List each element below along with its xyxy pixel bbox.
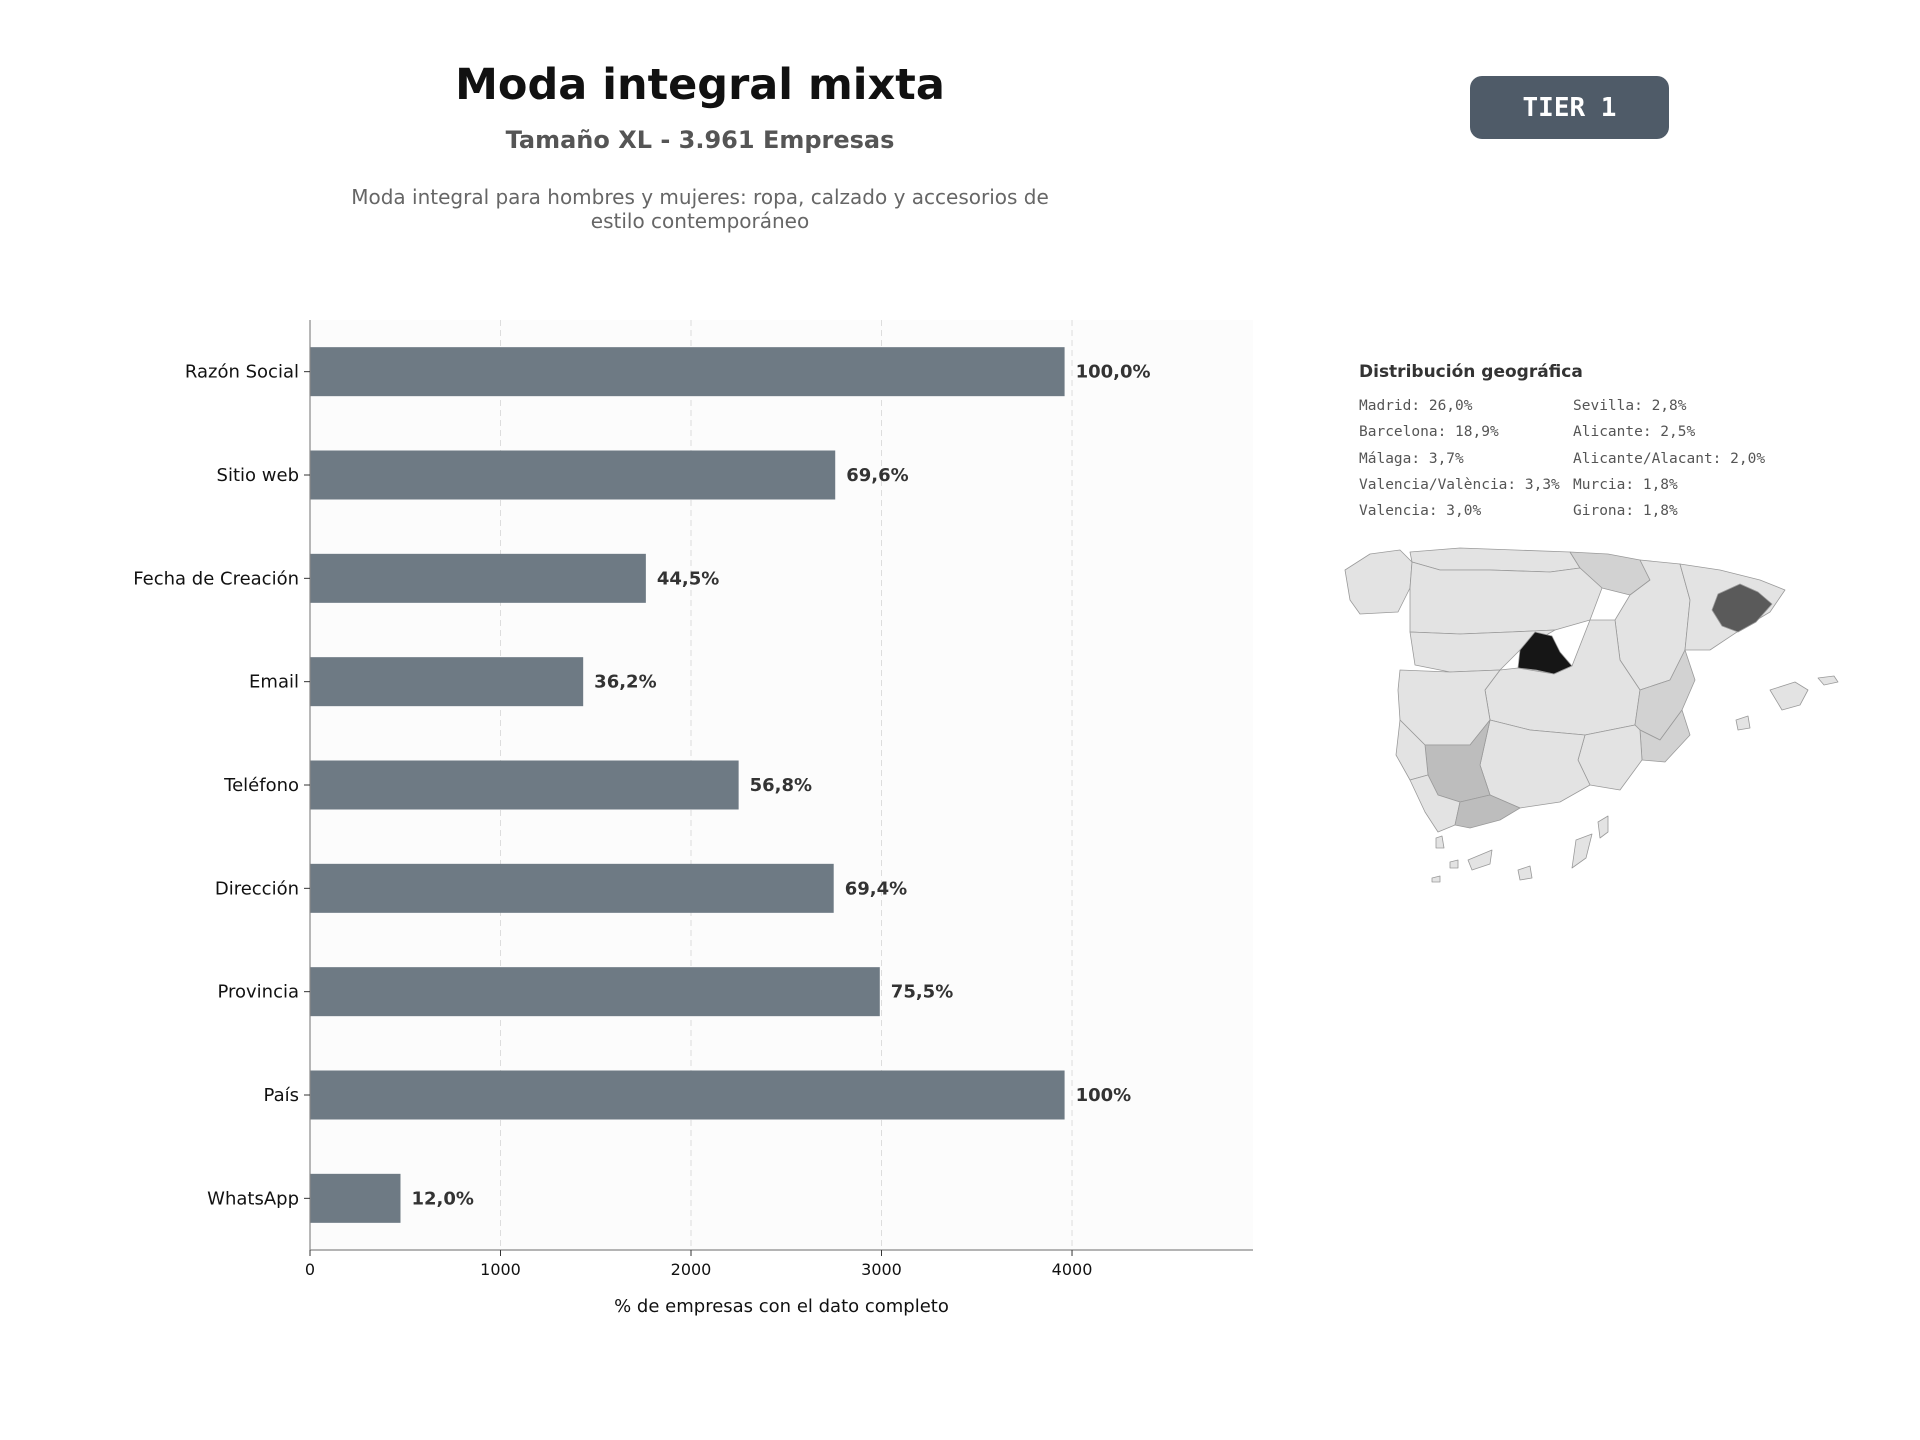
x-tick-label: 2000 [671, 1260, 712, 1279]
geo-item: Valencia/València: 3,3% [1359, 476, 1560, 493]
map-region-la-palma [1435, 835, 1445, 849]
y-tick-label: Teléfono [223, 775, 299, 796]
bar [310, 760, 739, 810]
map-region-mallorca [1769, 681, 1809, 711]
map-region-gomera [1449, 859, 1459, 869]
geo-item: Alicante: 2,5% [1573, 424, 1696, 441]
bar [310, 863, 834, 913]
y-tick-label: País [264, 1085, 299, 1106]
bar [310, 347, 1065, 397]
geo-item: Barcelona: 18,9% [1359, 424, 1499, 441]
bar-value-label: 56,8% [750, 775, 812, 796]
x-axis-label: % de empresas con el dato completo [614, 1296, 949, 1317]
y-tick-label: WhatsApp [207, 1188, 299, 1209]
bar-value-label: 44,5% [657, 568, 719, 589]
bar-value-label: 12,0% [411, 1188, 473, 1209]
bar [310, 657, 584, 707]
value-labels: 100,0% 69,6% 44,5% 36,2% 56,8% 69,4% 75,5% 100%… [411, 362, 1150, 1210]
y-tick-label: Email [249, 672, 299, 693]
x-ticks: 0 1000 2000 3000 4000 [305, 1250, 1092, 1279]
y-tick-label: Dirección [215, 878, 299, 899]
y-tick-label: Provincia [217, 982, 299, 1003]
y-tick-label: Razón Social [185, 362, 299, 383]
bar-value-label: 36,2% [594, 672, 656, 693]
map-region-menorca [1817, 675, 1839, 686]
bar-value-label: 69,4% [845, 878, 907, 899]
bar [310, 967, 880, 1017]
map-region-galicia [1344, 549, 1413, 615]
bar-chart: 0 1000 2000 3000 4000 Razón Social Sitio web F… [133, 320, 1253, 1317]
geo-item: Girona: 1,8% [1573, 503, 1678, 520]
bar [310, 1070, 1065, 1120]
map-region-tenerife [1467, 849, 1493, 871]
chart-subtitle: Tamaño XL - 3.961 Empresas [505, 126, 895, 154]
map-region-cadiz [1409, 774, 1461, 833]
map-region-lanzarote [1597, 815, 1609, 839]
map-region-gran-canaria [1517, 865, 1533, 881]
map-region-malaga [1454, 794, 1521, 829]
map-region-fuerteventura [1571, 833, 1593, 869]
bar [310, 1173, 401, 1223]
geo-item: Valencia: 3,0% [1359, 503, 1482, 520]
geo-item: Madrid: 26,0% [1359, 398, 1473, 414]
geo-item: Málaga: 3,7% [1359, 450, 1464, 467]
geo-item: Alicante/Alacant: 2,0% [1573, 450, 1766, 467]
map-region-ibiza [1735, 715, 1751, 731]
tier-badge: TIER 1 [1470, 76, 1669, 139]
bars [310, 347, 1065, 1223]
x-tick-label: 3000 [861, 1260, 902, 1279]
balearic-islands [1735, 675, 1839, 731]
y-tick-label: Fecha de Creación [133, 568, 299, 589]
geo-item: Murcia: 1,8% [1573, 476, 1678, 493]
geo-distribution-list: Madrid: 26,0% Sevilla: 2,8% Barcelona: 1… [1359, 398, 1799, 529]
canary-islands [1431, 815, 1609, 883]
map-region-hierro [1431, 875, 1441, 883]
geo-item: Sevilla: 2,8% [1573, 398, 1687, 414]
bar-value-label: 100,0% [1076, 362, 1151, 383]
spain-map [1344, 547, 1839, 883]
bar-value-label: 100% [1076, 1085, 1132, 1106]
bar-value-label: 69,6% [846, 465, 908, 486]
chart-title: Moda integral mixta [455, 60, 945, 110]
geo-distribution-title: Distribución geográfica [1359, 362, 1583, 382]
sector-description: Moda integral para hombres y mujeres: ro… [351, 185, 1049, 233]
y-tick-labels: Razón Social Sitio web Fecha de Creación Em… [133, 362, 310, 1209]
map-region-castilla-leon-north [1409, 561, 1603, 635]
x-tick-label: 1000 [480, 1260, 521, 1279]
peninsula-regions [1344, 547, 1786, 833]
x-tick-label: 0 [305, 1260, 315, 1279]
map-region-barcelona [1711, 583, 1773, 633]
bar [310, 450, 836, 500]
x-tick-label: 4000 [1052, 1260, 1093, 1279]
y-tick-label: Sitio web [217, 465, 299, 486]
bar [310, 553, 646, 603]
bar-value-label: 75,5% [891, 982, 953, 1003]
